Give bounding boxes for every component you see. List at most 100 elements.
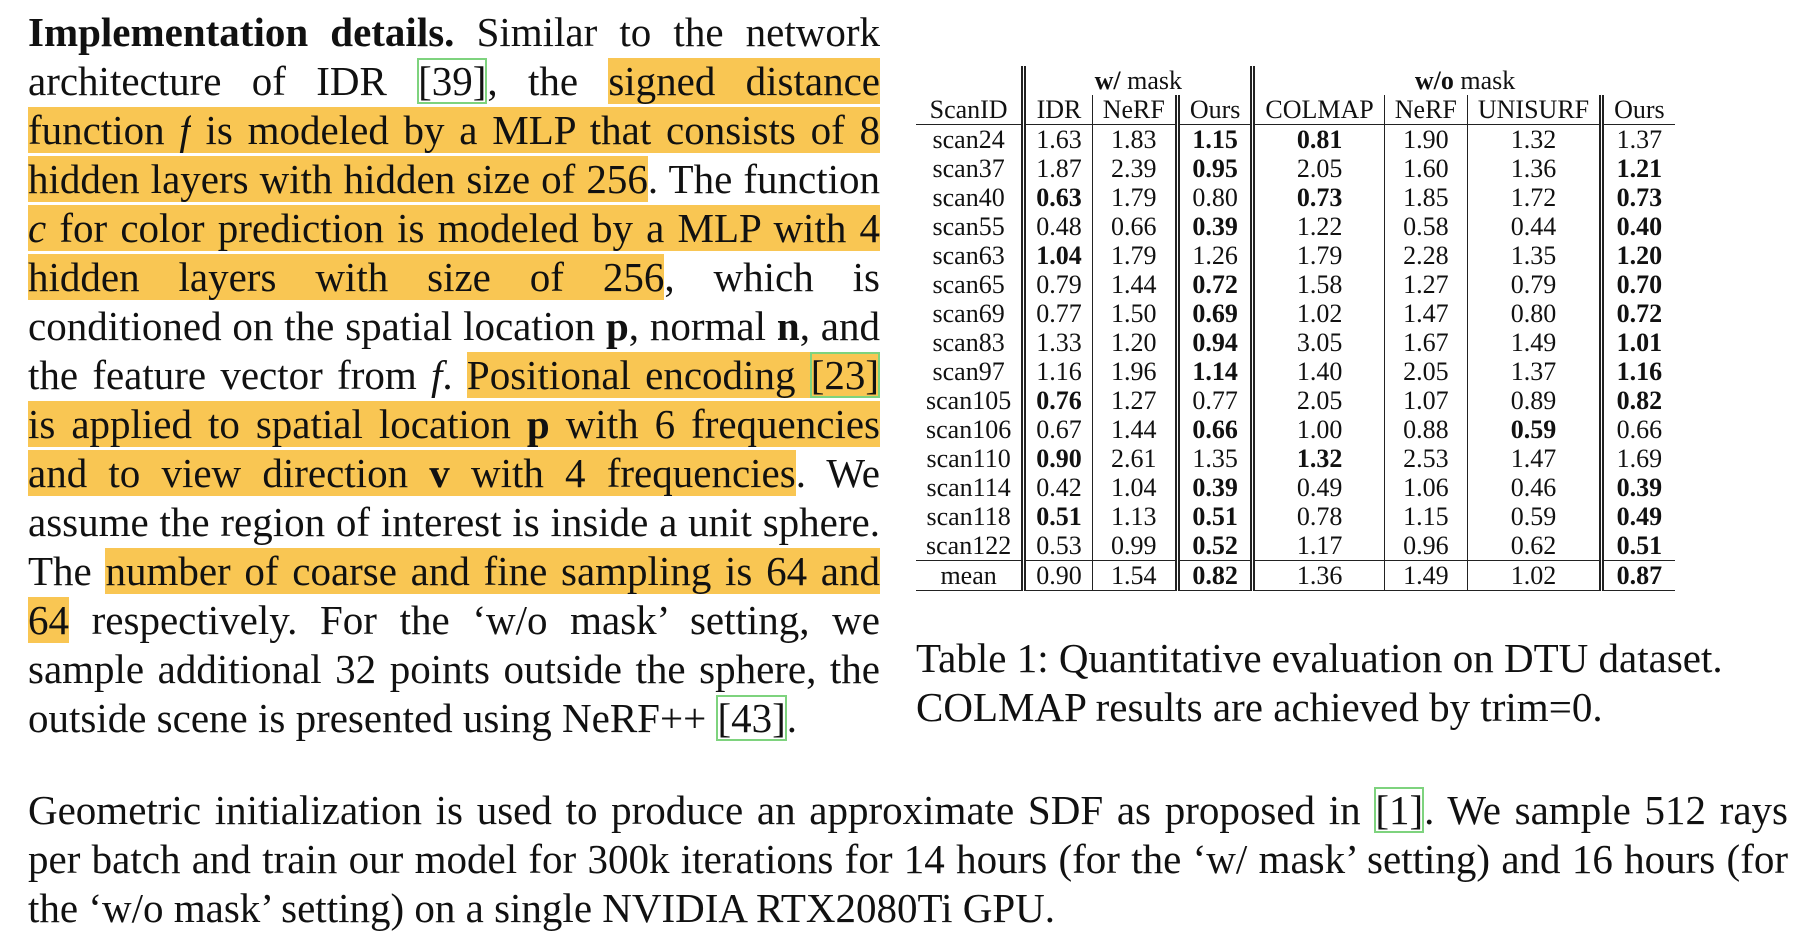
table-row: scan118 0.51 1.13 0.51 0.78 1.15 0.59 0.49	[916, 502, 1675, 531]
column-header: COLMAP	[1250, 95, 1385, 125]
value-cell: 0.81	[1250, 124, 1385, 154]
value-cell: 1.13	[1091, 502, 1178, 531]
value-cell: 1.54	[1091, 560, 1178, 591]
scan-id-cell: scan122	[916, 531, 1024, 561]
value-cell: 0.44	[1466, 212, 1602, 241]
text-segment: .	[786, 695, 798, 741]
scan-id-cell: scan105	[926, 386, 1012, 415]
scan-id-cell: scan110	[926, 444, 1011, 473]
value-cell: 0.59	[1466, 502, 1602, 531]
scan-id-cell: scan55	[932, 212, 1005, 241]
highlighted-text: p	[526, 401, 550, 447]
scan-id-cell: scan24	[932, 125, 1005, 154]
value-cell: 0.63	[1021, 183, 1093, 212]
value-cell: 1.49	[1466, 328, 1602, 357]
value-cell: 0.87	[1599, 560, 1675, 591]
value-cell: 0.51	[1599, 531, 1675, 561]
text-segment: .	[442, 352, 467, 398]
text-segment: , which is conditioned on the spatial lo…	[28, 254, 880, 349]
value-cell: 0.69	[1174, 299, 1253, 328]
value-cell: 0.39	[1599, 473, 1675, 502]
value-cell: 2.28	[1383, 241, 1468, 270]
text-segment: , the	[487, 58, 609, 104]
header-spacer	[916, 66, 1024, 95]
scan-id-cell: scan83	[932, 328, 1005, 357]
value-cell: 1.07	[1383, 386, 1468, 415]
citation-link[interactable]: [43]	[716, 695, 787, 741]
value-cell: 1.47	[1466, 444, 1602, 473]
value-cell: 0.99	[1091, 531, 1178, 561]
scan-id-cell: scan37	[932, 154, 1005, 183]
paragraph-heading: Implementation details.	[28, 9, 455, 55]
scan-id-cell: scan97	[932, 357, 1005, 386]
value-cell: 1.87	[1021, 154, 1093, 183]
value-cell: 1.14	[1174, 357, 1253, 386]
value-cell: 0.49	[1599, 502, 1675, 531]
text-segment: respectively. For the ‘w/o mask’ setting…	[28, 597, 880, 741]
value-cell: 1.44	[1091, 415, 1178, 444]
scan-id-cell: scan65	[932, 270, 1005, 299]
value-cell: 2.39	[1091, 154, 1178, 183]
group-header-with-mask-bold: w/	[1094, 66, 1121, 95]
value-cell: 1.63	[1021, 124, 1093, 154]
table-row: scan69 0.77 1.50 0.69 1.02 1.47 0.80 0.72	[916, 299, 1675, 328]
value-cell: 1.17	[1250, 531, 1385, 561]
training-details-paragraph: Geometric initialization is used to prod…	[28, 786, 1788, 933]
value-cell: 0.80	[1174, 183, 1253, 212]
results-table: w/ mask w/o mask ScanID IDR NeRF Ours COLMAP…	[916, 66, 1675, 591]
value-cell: 0.58	[1383, 212, 1468, 241]
value-cell: 1.35	[1174, 444, 1253, 473]
value-cell: 0.70	[1599, 270, 1675, 299]
column-header: Ours	[1599, 95, 1675, 125]
table-row: scan40 0.63 1.79 0.80 0.73 1.85 1.72 0.73	[916, 183, 1675, 212]
value-cell: 0.95	[1174, 154, 1253, 183]
scan-id-cell: scan40	[932, 183, 1005, 212]
implementation-details-paragraph: Implementation details. Similar to the n…	[28, 8, 881, 743]
value-cell: 1.21	[1599, 154, 1675, 183]
value-cell: 1.79	[1250, 241, 1385, 270]
value-cell: 2.61	[1091, 444, 1178, 473]
value-cell: 0.77	[1174, 386, 1253, 415]
value-cell: 1.79	[1091, 183, 1178, 212]
table-row: scan105 0.76 1.27 0.77 2.05 1.07 0.89 0.82	[916, 386, 1675, 415]
value-cell: 3.05	[1250, 328, 1385, 357]
value-cell: 1.27	[1383, 270, 1468, 299]
value-cell: 1.72	[1466, 183, 1602, 212]
scan-id-cell: mean	[916, 560, 1024, 591]
value-cell: 0.94	[1174, 328, 1253, 357]
citation-link[interactable]: [1]	[1374, 787, 1425, 833]
column-header: ScanID	[916, 95, 1024, 125]
value-cell: 1.47	[1383, 299, 1468, 328]
highlighted-text: is applied to spatial location	[28, 401, 527, 447]
table-row: scan65 0.79 1.44 0.72 1.58 1.27 0.79 0.70	[916, 270, 1675, 299]
text-segment: Geometric initialization is used to prod…	[28, 787, 1375, 833]
scan-id-cell: scan118	[926, 502, 1011, 531]
value-cell: 0.66	[1599, 415, 1675, 444]
citation-link[interactable]: [23]	[809, 352, 880, 398]
value-cell: 1.85	[1383, 183, 1468, 212]
value-cell: 0.53	[1021, 531, 1093, 561]
value-cell: 1.32	[1250, 444, 1385, 473]
column-header: IDR	[1021, 95, 1093, 125]
value-cell: 1.04	[1091, 473, 1178, 502]
value-cell: 2.05	[1383, 357, 1468, 386]
text-segment: Similar to the network architecture of I…	[28, 9, 880, 104]
value-cell: 0.79	[1021, 270, 1093, 299]
value-cell: 1.02	[1466, 560, 1602, 591]
value-cell: 1.90	[1383, 124, 1468, 154]
value-cell: 0.67	[1021, 415, 1093, 444]
value-cell: 0.96	[1383, 531, 1468, 561]
value-cell: 1.36	[1250, 560, 1385, 591]
table-row: scan97 1.16 1.96 1.14 1.40 2.05 1.37 1.16	[916, 357, 1675, 386]
value-cell: 0.59	[1466, 415, 1602, 444]
table-row: scan37 1.87 2.39 0.95 2.05 1.60 1.36 1.21	[916, 154, 1675, 183]
column-header: NeRF	[1091, 95, 1178, 125]
citation-link[interactable]: [39]	[417, 58, 488, 104]
value-cell: 0.82	[1599, 386, 1675, 415]
value-cell: 0.66	[1174, 415, 1253, 444]
dtu-results-table: w/ mask w/o mask ScanID IDR NeRF Ours COLMAP…	[916, 66, 1675, 591]
value-cell: 0.40	[1599, 212, 1675, 241]
value-cell: 0.73	[1250, 183, 1385, 212]
value-cell: 0.46	[1466, 473, 1602, 502]
value-cell: 1.96	[1091, 357, 1178, 386]
